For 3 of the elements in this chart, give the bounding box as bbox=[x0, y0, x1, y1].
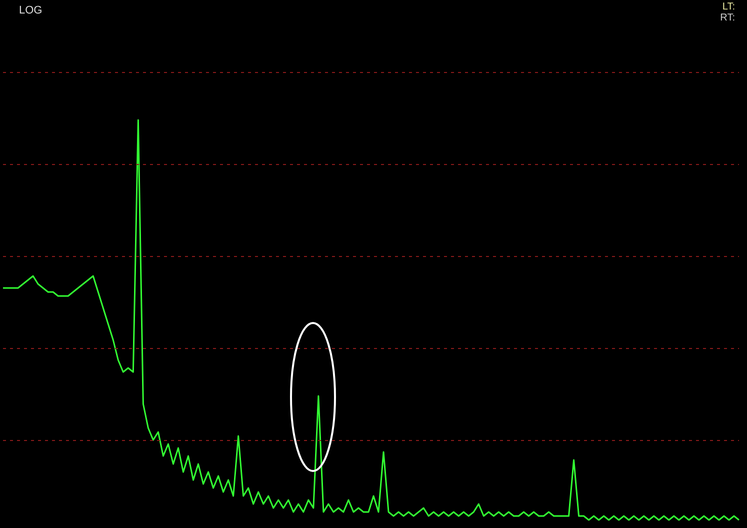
text: LT: bbox=[722, 2, 736, 12]
text: RT: bbox=[720, 12, 736, 24]
chart-title: LOG bbox=[19, 4, 42, 16]
